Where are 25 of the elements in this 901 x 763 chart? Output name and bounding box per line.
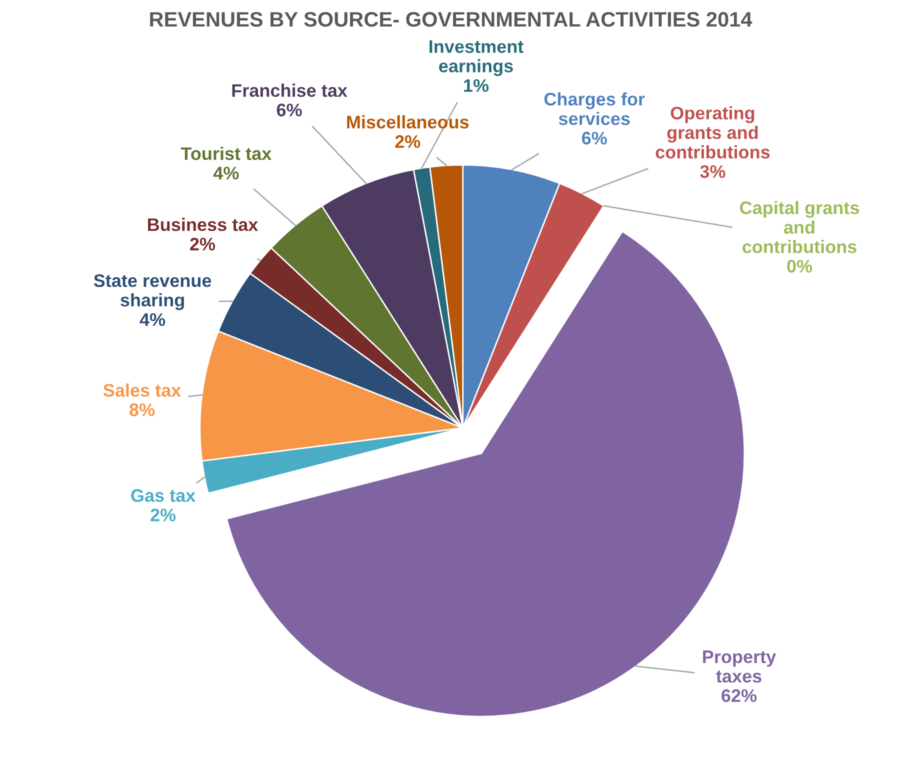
- slice-label: Operating grants and contributions: [656, 106, 770, 159]
- text: 0%: [787, 260, 812, 273]
- slice-label: Franchise tax: [232, 84, 348, 97]
- slice-label: Property taxes: [703, 650, 776, 683]
- slice-label: Investment earnings: [430, 40, 524, 76]
- data-label: 6%: [276, 104, 302, 116]
- data-label: 2%: [190, 238, 216, 250]
- category-label: Capital grants and contributions: [740, 200, 859, 254]
- data-label: 2%: [150, 508, 176, 522]
- data-label: 1%: [464, 79, 489, 92]
- slice-label: Miscellaneous: [347, 115, 469, 128]
- data-label: 4%: [213, 166, 239, 180]
- data-label: 8%: [130, 403, 155, 416]
- chart-title: REVENUES BY SOURCE- GOVERNMENTAL ACTIVITIES 2014: [150, 12, 752, 27]
- slice-label: Sales tax: [103, 383, 182, 397]
- data-label: 2%: [395, 135, 420, 148]
- data-label: 6%: [582, 132, 607, 145]
- slice-label: Gas tax: [131, 489, 196, 502]
- data-label: 4%: [140, 313, 166, 326]
- data-label: 62%: [722, 689, 757, 702]
- data-label: 3%: [700, 165, 726, 178]
- slice-label: Business tax: [148, 218, 258, 232]
- slice-label: Charges for services: [544, 92, 645, 126]
- slice-label: Tourist tax: [180, 146, 272, 160]
- slice-label: State revenue sharing: [94, 274, 212, 310]
